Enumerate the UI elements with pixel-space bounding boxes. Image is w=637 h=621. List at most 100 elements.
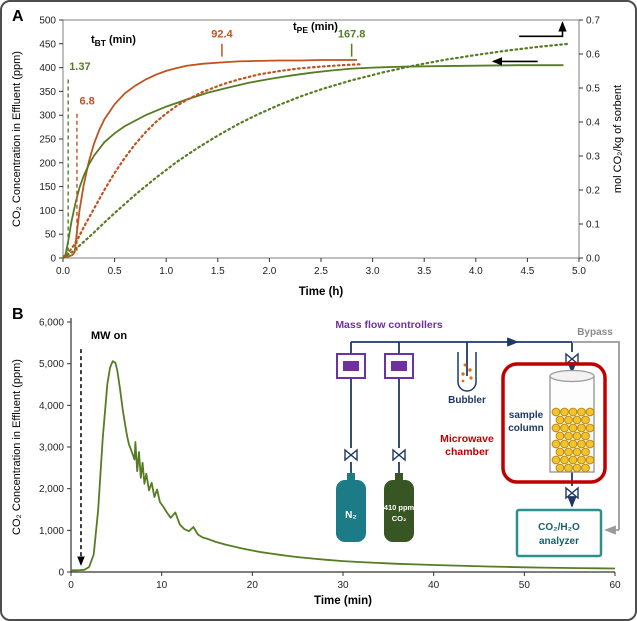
bead-icon	[568, 423, 578, 433]
svg-text:250: 250	[39, 135, 56, 146]
svg-text:500: 500	[39, 16, 56, 27]
gas-lines	[350, 337, 577, 508]
svg-text:100: 100	[39, 206, 56, 217]
mw-on-annotation: MW on	[91, 330, 127, 342]
series-solid-orange-breakthrough	[63, 59, 358, 258]
svg-text:0.2: 0.2	[586, 186, 600, 197]
co2-cylinder: 410 ppm CO₂	[384, 473, 415, 542]
valve-icon	[392, 448, 406, 462]
bead-icon	[551, 455, 561, 465]
svg-text:0.0: 0.0	[586, 254, 600, 265]
bead-icon	[564, 431, 573, 441]
bead-icon	[581, 463, 590, 473]
svg-text:CO₂/H₂O: CO₂/H₂O	[538, 522, 580, 533]
n2-cylinder: N₂	[336, 473, 366, 542]
sorbent-beads	[551, 407, 595, 473]
svg-text:0.7: 0.7	[586, 16, 600, 27]
svg-text:5.0: 5.0	[572, 266, 586, 277]
svg-text:N₂: N₂	[345, 510, 357, 521]
bead-icon	[560, 407, 569, 417]
svg-text:0: 0	[68, 580, 74, 591]
right-axis-arrow	[519, 21, 567, 38]
bead-icon	[560, 455, 569, 465]
panel-b: B 0 10 20 30 40 50 60 0 1,000 2,000 3,000 4,000 5,00…	[7, 304, 634, 619]
svg-text:0.1: 0.1	[586, 220, 600, 231]
bead-icon	[564, 447, 573, 457]
bead-icon	[568, 455, 578, 465]
sample-column	[549, 369, 595, 473]
svg-text:2.5: 2.5	[314, 266, 328, 277]
bubbler	[457, 342, 477, 392]
co2-h2o-analyzer: CO₂/H₂O analyzer	[515, 508, 603, 558]
svg-text:60: 60	[609, 580, 621, 591]
svg-text:0.4: 0.4	[586, 118, 600, 129]
valve-icon	[565, 486, 579, 500]
panel-b-xlabel: Time (min)	[314, 595, 372, 607]
bead-icon	[585, 407, 595, 417]
bubbler-label: Bubbler	[448, 395, 486, 406]
svg-text:chamber: chamber	[445, 446, 489, 458]
bead-icon	[564, 415, 573, 425]
bead-icon	[551, 423, 561, 433]
svg-text:200: 200	[39, 158, 56, 169]
mass-flow-controller-2	[384, 353, 414, 379]
svg-text:4.5: 4.5	[520, 266, 534, 277]
tpe-label: tPE (min)	[293, 21, 338, 35]
bead-icon	[577, 439, 586, 449]
bead-icon	[555, 463, 565, 473]
svg-text:400: 400	[39, 63, 56, 74]
axis-ticks: 0 10 20 30 40 50 60 0 1,000 2,000 3,000 4,000 5,000 6…	[39, 318, 621, 592]
panel-a-ylabel-left: CO₂ Concentration in Effluent (ppm)	[11, 51, 23, 227]
series-dotted-orange-capacity	[61, 63, 364, 260]
series-solid-green-breakthrough	[62, 64, 564, 258]
svg-text:1,000: 1,000	[39, 526, 64, 537]
bead-icon	[581, 415, 590, 425]
panel-b-plot: 0 10 20 30 40 50 60 0 1,000 2,000 3,000 4,000 5,000 6…	[39, 318, 621, 592]
bead-icon	[555, 415, 565, 425]
panel-a-xlabel: Time (h)	[299, 286, 344, 298]
svg-text:50: 50	[45, 230, 57, 241]
bead-icon	[568, 439, 578, 449]
svg-text:300: 300	[39, 111, 56, 122]
bead-icon	[551, 407, 561, 417]
svg-text:0.5: 0.5	[108, 266, 122, 277]
svg-text:2.0: 2.0	[262, 266, 276, 277]
bead-icon	[572, 431, 582, 441]
panel-a-ylabel-right: mol CO₂/kg of sorbent	[612, 85, 624, 193]
bead-icon	[560, 439, 569, 449]
panel-a-chart: 0.0 0.5 1.0 1.5 2.0 2.5 3.0 3.5 4.0 4.5 5.0 0 50 100 1…	[11, 16, 624, 299]
svg-text:1.5: 1.5	[211, 266, 225, 277]
panel-a: A 0.0 0.5 1.0 1.5 2.0 2.5 3.0 3.5 4.0 4.5 5.0 0 50 10…	[7, 6, 634, 304]
svg-text:6,000: 6,000	[39, 318, 64, 329]
bead-icon	[572, 447, 582, 457]
svg-text:450: 450	[39, 39, 56, 50]
bead-icon	[564, 463, 573, 473]
bypass-line	[572, 341, 620, 535]
svg-text:4.0: 4.0	[469, 266, 483, 277]
bead-icon	[551, 439, 561, 449]
bead-icon	[581, 431, 590, 441]
panel-a-label: A	[12, 8, 24, 25]
bead-icon	[585, 455, 595, 465]
bead-icon	[572, 463, 582, 473]
series-co2-effluent-mw-desorption	[71, 360, 616, 572]
microwave-chamber	[501, 362, 607, 484]
sample-column-label: sample	[509, 410, 544, 421]
valve-icon	[565, 352, 579, 366]
svg-text:1.0: 1.0	[159, 266, 173, 277]
apparatus-diagram: Bypass Mass flow controllers	[335, 319, 620, 558]
bead-icon	[585, 439, 595, 449]
svg-text:20: 20	[247, 580, 259, 591]
bead-icon	[577, 407, 586, 417]
mass-flow-controllers-label: Mass flow controllers	[335, 319, 443, 331]
bead-icon	[577, 455, 586, 465]
svg-text:6.8: 6.8	[80, 96, 95, 108]
svg-text:0: 0	[58, 568, 64, 579]
bead-icon	[555, 431, 565, 441]
panel-b-chart: 0 10 20 30 40 50 60 0 1,000 2,000 3,000 4,000 5,000 6…	[11, 318, 621, 608]
svg-text:3.5: 3.5	[417, 266, 431, 277]
svg-text:50: 50	[519, 580, 531, 591]
svg-text:3,000: 3,000	[39, 443, 64, 454]
svg-text:167.8: 167.8	[338, 29, 366, 41]
